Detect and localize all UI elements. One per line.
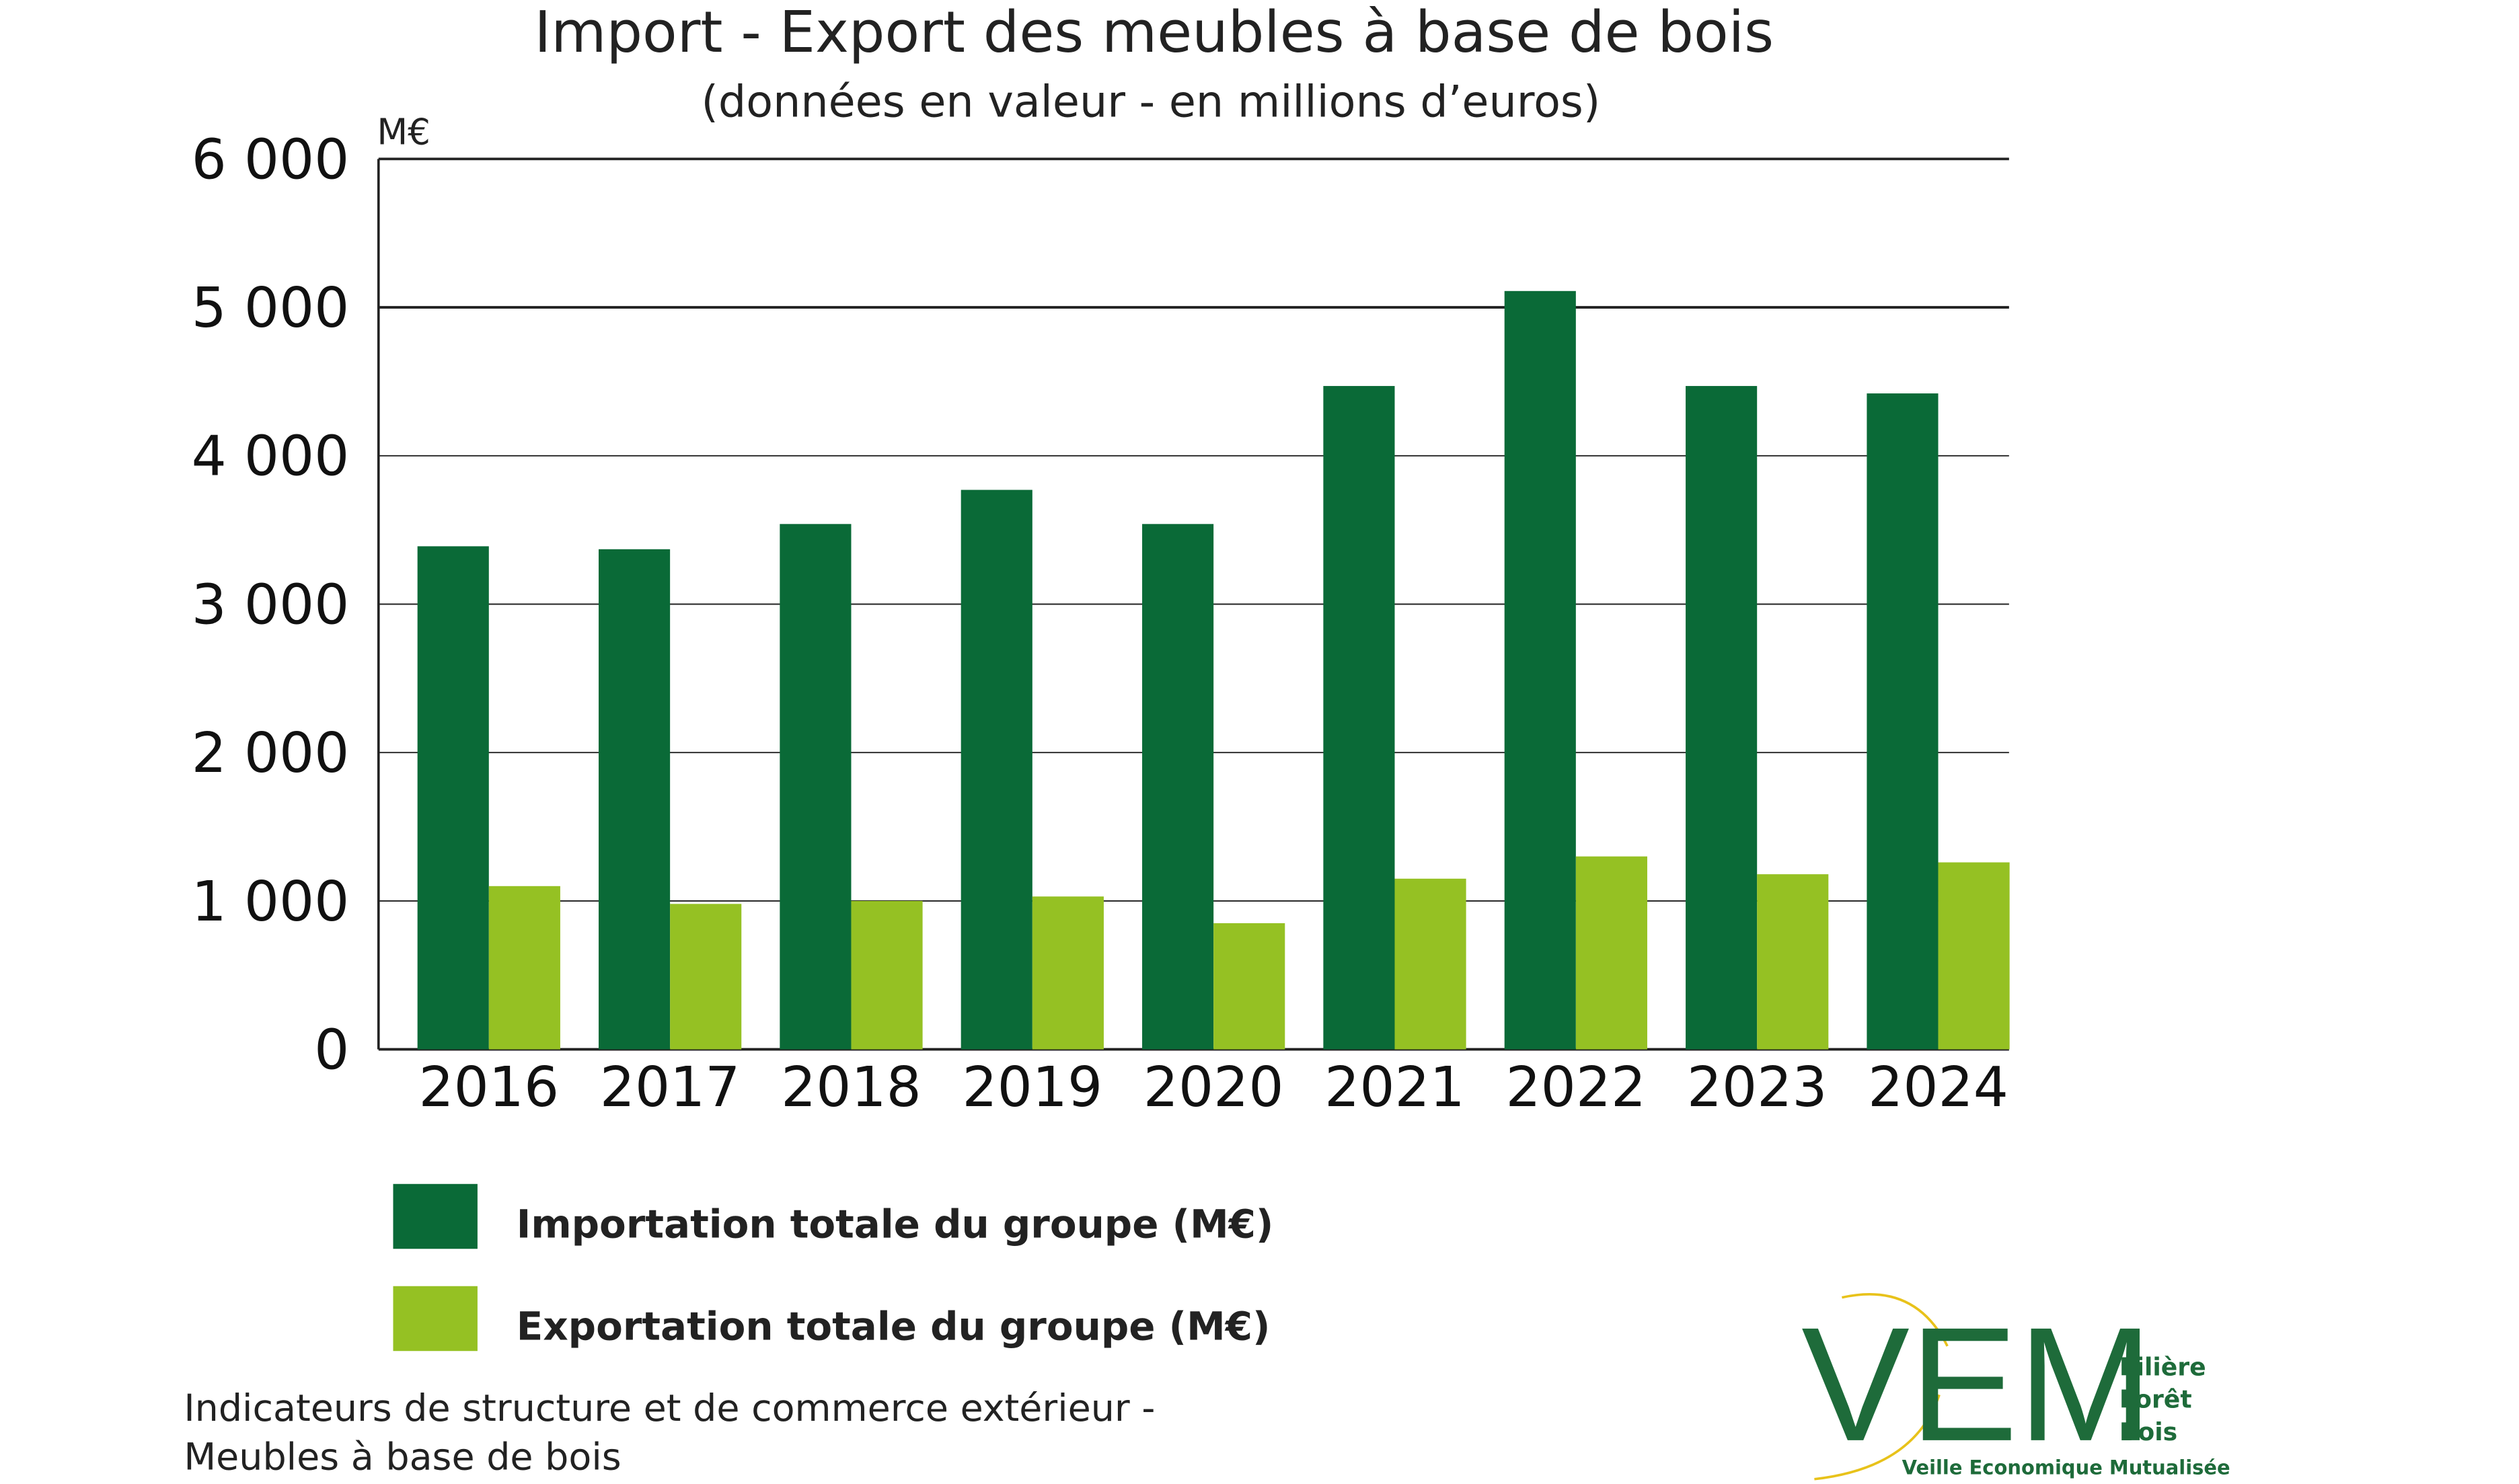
- bar: [1867, 393, 1939, 1050]
- y-tick-label: 3 000: [192, 573, 350, 637]
- x-tick-label: 2022: [1506, 1056, 1647, 1120]
- legend-label: Importation totale du groupe (M€): [517, 1201, 1274, 1247]
- bar: [417, 546, 489, 1050]
- bar: [1394, 878, 1466, 1050]
- x-tick-label: 2019: [962, 1056, 1102, 1120]
- y-tick-label: 6 000: [192, 128, 350, 192]
- logo-caption: Veille Economique Mutualisée: [1902, 1456, 2230, 1479]
- bar: [851, 900, 923, 1050]
- bar: [1938, 862, 2010, 1050]
- x-tick-label: 2023: [1687, 1056, 1828, 1120]
- logo-side: Forêt: [2119, 1385, 2192, 1414]
- bar: [1213, 923, 1285, 1050]
- y-tick-label: 5 000: [192, 276, 350, 340]
- chart-subtitle: (données en valeur - en millions d’euros…: [702, 77, 1601, 128]
- x-tick-label: 2024: [1868, 1056, 2008, 1120]
- x-tick-label: 2018: [781, 1056, 922, 1120]
- logo: VEM Filière Forêt Bois Veille Economique…: [1801, 1292, 2230, 1481]
- bar: [1686, 386, 1758, 1050]
- bar: [961, 490, 1032, 1050]
- legend-swatch: [393, 1183, 478, 1249]
- footer-line: Meubles à base de bois: [184, 1436, 621, 1479]
- x-tick-label: 2020: [1143, 1056, 1284, 1120]
- legend-swatch: [393, 1286, 478, 1352]
- bar: [670, 904, 742, 1050]
- bar: [1575, 856, 1647, 1050]
- bar: [1142, 524, 1214, 1050]
- logo-side: Bois: [2119, 1417, 2177, 1446]
- logo-arc: [1842, 1292, 1949, 1347]
- bar: [488, 886, 560, 1050]
- x-tick-label: 2017: [600, 1056, 741, 1120]
- bar: [599, 549, 671, 1050]
- y-tick-label: 1 000: [192, 870, 350, 934]
- y-tick-label: 0: [314, 1019, 349, 1083]
- logo-letters: VEM: [1801, 1294, 2153, 1475]
- legend-label: Exportation totale du groupe (M€): [517, 1303, 1271, 1349]
- chart-title: Import - Export des meubles à base de bo…: [534, 0, 1774, 65]
- bar: [780, 524, 852, 1050]
- y-tick-label: 4 000: [192, 425, 350, 489]
- bar: [1757, 874, 1829, 1050]
- y-unit: M€: [377, 112, 430, 153]
- x-tick-label: 2021: [1324, 1056, 1465, 1120]
- bar: [1032, 896, 1104, 1050]
- logo-arc: [1814, 1394, 1941, 1481]
- footer-line: Indicateurs de structure et de commerce …: [184, 1387, 1155, 1430]
- x-tick-label: 2016: [418, 1056, 559, 1120]
- y-tick-label: 2 000: [192, 721, 350, 785]
- bar: [1504, 290, 1576, 1050]
- logo-side: Filière: [2119, 1352, 2206, 1381]
- bar: [1323, 386, 1395, 1050]
